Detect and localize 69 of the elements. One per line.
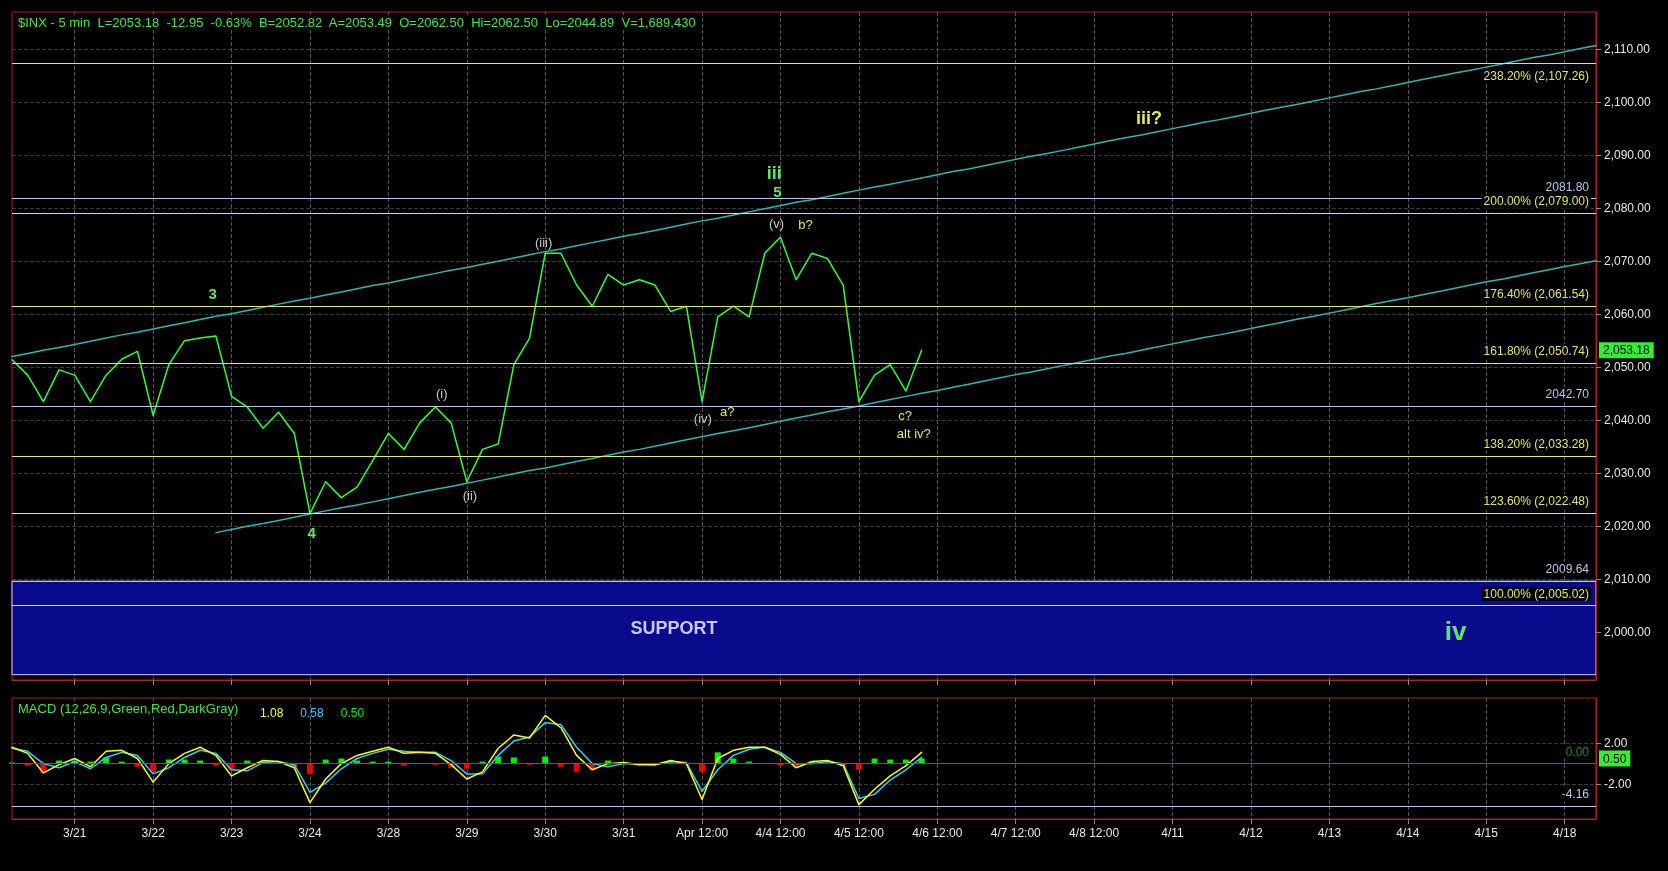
y-tick-label: 2,110.00 xyxy=(1604,42,1651,57)
x-tick-label: 4/5 12:00 xyxy=(833,826,885,840)
y-tick-label: 2,040.00 xyxy=(1604,413,1652,428)
ref-line-label: 176.40% (2,061.54) xyxy=(1483,287,1589,302)
annotation: 5 xyxy=(773,183,782,201)
annotation: (i) xyxy=(435,385,448,401)
annotation: a? xyxy=(719,403,735,419)
x-tick-label: 3/22 xyxy=(141,826,166,840)
text: 0.50 xyxy=(340,706,365,720)
y-tick-label: 2,090.00 xyxy=(1604,148,1652,163)
ref-line-label: 0.00 xyxy=(1565,744,1590,759)
x-tick-label: 4/15 xyxy=(1474,826,1499,840)
x-tick-label: 3/30 xyxy=(533,826,558,840)
ref-line-label: -4.16 xyxy=(1561,787,1590,802)
y-tick-label: -2.00 xyxy=(1604,777,1632,792)
annotation: iv xyxy=(1444,616,1468,647)
x-tick-label: 4/12 xyxy=(1239,826,1263,840)
annotation: iii xyxy=(766,163,782,184)
ref-line-label: 2009.64 xyxy=(1545,562,1590,577)
x-tick-label: 3/28 xyxy=(376,826,401,840)
x-tick-label: 4/8 12:00 xyxy=(1069,826,1120,840)
ref-line-label: 2042.70 xyxy=(1545,386,1590,401)
annotation: c? xyxy=(898,407,913,423)
y-tick-label: 2,080.00 xyxy=(1604,201,1652,216)
x-tick-label: 4/6 12:00 xyxy=(912,826,963,840)
x-tick-label: 3/21 xyxy=(63,826,87,840)
y-tick-label: 2.00 xyxy=(1604,736,1628,751)
y-tick-label: 2,060.00 xyxy=(1604,307,1652,322)
y-tick-label: 2,010.00 xyxy=(1604,572,1652,587)
annotation: (v) xyxy=(768,216,785,232)
y-tick-label: 2,030.00 xyxy=(1604,466,1652,481)
band-label: SUPPORT xyxy=(630,617,718,638)
ref-line-label: 123.60% (2,022.48) xyxy=(1483,494,1589,509)
x-tick-label: 4/7 12:00 xyxy=(990,826,1042,840)
y-tick-label: 2,000.00 xyxy=(1604,625,1652,640)
x-tick-label: 3/29 xyxy=(455,826,479,840)
annotation: (iii) xyxy=(535,235,553,251)
x-tick-label: 3/23 xyxy=(219,826,244,840)
x-tick-label: 4/14 xyxy=(1396,826,1420,840)
x-tick-label: 3/31 xyxy=(611,826,636,840)
annotation: iii? xyxy=(1136,108,1163,129)
x-tick-label: 4/4 12:00 xyxy=(755,826,806,840)
chart-title: MACD (12,26,9,Green,Red,DarkGray) xyxy=(18,701,239,716)
x-tick-label: 4/18 xyxy=(1552,826,1577,840)
y-tick-label: 2,070.00 xyxy=(1604,254,1652,269)
y-tick-label: 2,050.00 xyxy=(1604,360,1652,375)
text: 0.58 xyxy=(300,706,325,720)
annotation: (ii) xyxy=(462,488,478,503)
ref-line-label: 238.20% (2,107.26) xyxy=(1483,68,1589,83)
annotation: alt iv? xyxy=(896,425,931,441)
x-tick-label: 4/11 xyxy=(1161,826,1185,840)
ref-line-label: 200.00% (2,079.00) xyxy=(1483,194,1589,209)
y-tick-label: 2,020.00 xyxy=(1604,519,1652,534)
text: 2,053.18 xyxy=(1603,343,1651,358)
chart-title: $INX - 5 min L=2053.18 -12.95 -0.63% B=2052.82 A=2053.49 O=2062.50 Hi=2062.50 Lo=2044.89 V=1,689,430 xyxy=(18,15,696,30)
ref-line-label: 161.80% (2,050.74) xyxy=(1483,344,1589,359)
text: 1.08 xyxy=(260,706,284,720)
ref-line-label: 100.00% (2,005.02) xyxy=(1483,586,1589,601)
x-tick-label: Apr 12:00 xyxy=(676,826,729,840)
ref-line-label: 2081.80 xyxy=(1545,179,1590,194)
y-tick-label: 2,100.00 xyxy=(1604,95,1652,110)
annotation: 4 xyxy=(307,524,317,542)
x-tick-label: 4/13 xyxy=(1317,826,1342,840)
annotation: 3 xyxy=(208,285,217,303)
annotation: b? xyxy=(798,217,813,233)
annotation: (iv) xyxy=(693,411,712,427)
x-tick-label: 3/24 xyxy=(298,826,322,840)
text: 0.50 xyxy=(1603,751,1627,766)
ref-line-label: 138.20% (2,033.28) xyxy=(1483,436,1589,451)
